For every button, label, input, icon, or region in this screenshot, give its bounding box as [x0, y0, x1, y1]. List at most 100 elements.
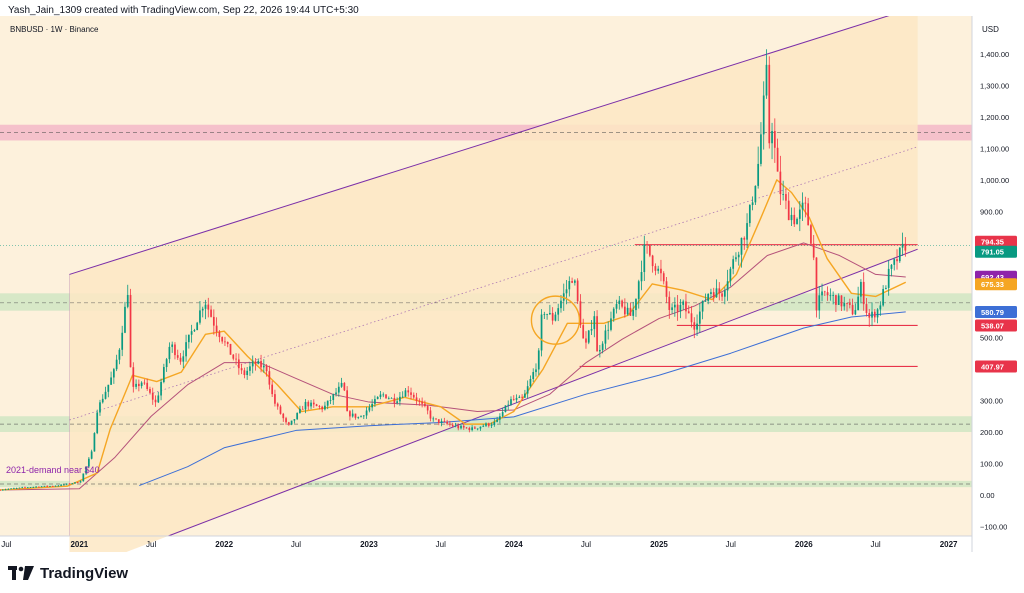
candle-body-88 — [243, 370, 246, 376]
candle-body-286 — [793, 214, 796, 225]
candle-body-187 — [518, 396, 521, 398]
candle-body-157 — [435, 418, 437, 420]
candle-body-117 — [324, 405, 326, 410]
candle-body-145 — [401, 396, 404, 398]
candle-body-296 — [821, 291, 823, 296]
candle-body-224 — [621, 300, 623, 307]
candle-body-184 — [510, 399, 512, 405]
candle-body-180 — [499, 416, 501, 420]
candle-body-243 — [673, 304, 676, 308]
candle-body-242 — [671, 307, 673, 310]
candle-body-280 — [776, 147, 779, 172]
candle-body-65 — [179, 357, 182, 362]
price-tag-bg-1 — [975, 245, 1017, 258]
candle-body-228 — [632, 310, 635, 316]
candle-body-2 — [4, 489, 7, 491]
candle-body-34 — [93, 433, 96, 452]
tradingview-logo-icon — [8, 566, 34, 580]
y-tick-label-0: 1,400.00 — [980, 50, 1009, 59]
candle-body-158 — [437, 419, 440, 423]
candle-body-148 — [410, 392, 412, 395]
candle-body-172 — [476, 428, 479, 430]
candle-body-216 — [599, 349, 601, 352]
candle-body-97 — [268, 371, 271, 385]
candle-body-46 — [126, 294, 129, 307]
candle-body-317 — [879, 305, 882, 310]
candle-body-291 — [807, 203, 810, 226]
candle-body-37 — [101, 398, 104, 403]
candle-body-198 — [549, 312, 551, 315]
candle-body-81 — [224, 341, 226, 343]
x-tick-label-13: 2027 — [940, 540, 958, 549]
candle-body-124 — [343, 382, 346, 391]
candle-body-55 — [151, 392, 154, 400]
y-tick-label-6: 500.00 — [980, 333, 1003, 342]
price-tag-text-0: 794.35 — [981, 238, 1004, 247]
x-tick-label-9: 2025 — [650, 540, 668, 549]
candle-body-8 — [21, 487, 24, 489]
candle-body-226 — [626, 307, 629, 315]
candle-body-178 — [493, 421, 496, 425]
candle-body-121 — [335, 392, 337, 395]
y-tick-label-9: 100.00 — [980, 460, 1003, 469]
y-tick-label-11: −100.00 — [980, 523, 1007, 532]
x-tick-label-2: Jul — [146, 540, 156, 549]
candle-body-61 — [168, 346, 171, 360]
candle-body-142 — [393, 397, 396, 403]
candle-body-73 — [201, 308, 204, 311]
candle-body-275 — [762, 95, 765, 135]
candle-body-279 — [773, 130, 776, 148]
candle-body-50 — [137, 383, 140, 387]
candle-body-156 — [432, 418, 435, 420]
candle-body-105 — [290, 420, 293, 425]
candle-body-23 — [63, 484, 65, 486]
candle-body-58 — [160, 382, 162, 396]
candle-body-181 — [501, 412, 504, 417]
candle-body-318 — [882, 288, 884, 306]
candle-body-240 — [665, 281, 668, 297]
price-tag-bg-3 — [975, 278, 1017, 291]
candle-body-245 — [679, 304, 682, 312]
candle-body-191 — [529, 379, 532, 387]
candle-body-204 — [565, 289, 568, 294]
x-tick-label-4: Jul — [291, 540, 301, 549]
candle-body-202 — [560, 300, 562, 309]
candle-body-128 — [354, 413, 357, 418]
x-tick-label-6: Jul — [436, 540, 446, 549]
candle-body-109 — [301, 408, 304, 410]
candle-body-176 — [487, 423, 490, 426]
candle-body-179 — [496, 419, 498, 422]
candle-body-260 — [721, 293, 723, 297]
candle-body-182 — [504, 405, 507, 413]
candle-body-319 — [885, 287, 887, 289]
candle-body-297 — [823, 291, 826, 293]
candle-body-285 — [790, 214, 793, 221]
candle-body-52 — [143, 382, 146, 384]
candle-body-21 — [57, 485, 60, 487]
candle-body-290 — [804, 202, 807, 204]
candle-body-236 — [654, 266, 657, 271]
price-chart-svg[interactable]: Jul 2021 Jul 2022 Jul 2023 Jul 2024 Jul 2025 Jul 20… — [0, 6, 1024, 574]
candle-body-100 — [276, 403, 279, 407]
y-tick-label-10: 0.00 — [980, 491, 995, 500]
candle-body-27 — [74, 482, 76, 484]
candle-body-241 — [668, 296, 671, 310]
candle-body-68 — [187, 334, 190, 343]
candle-body-90 — [249, 366, 251, 371]
candle-body-269 — [746, 223, 748, 240]
candle-body-237 — [657, 268, 660, 271]
candle-body-119 — [329, 400, 332, 401]
candle-body-263 — [729, 268, 732, 282]
candle-body-177 — [490, 424, 493, 426]
candle-body-7 — [18, 487, 21, 489]
candle-body-190 — [526, 386, 529, 394]
candle-body-183 — [507, 404, 510, 406]
candle-body-107 — [296, 413, 299, 420]
candle-body-314 — [871, 311, 873, 318]
chart-area[interactable]: Jul 2021 Jul 2022 Jul 2023 Jul 2024 Jul 2025 Jul 20… — [0, 6, 1024, 574]
candle-body-102 — [282, 413, 285, 419]
price-tag-text-2: 692.43 — [981, 273, 1004, 282]
candle-body-206 — [571, 281, 573, 283]
x-tick-label-11: 2026 — [795, 540, 813, 549]
candle-body-220 — [610, 318, 612, 330]
